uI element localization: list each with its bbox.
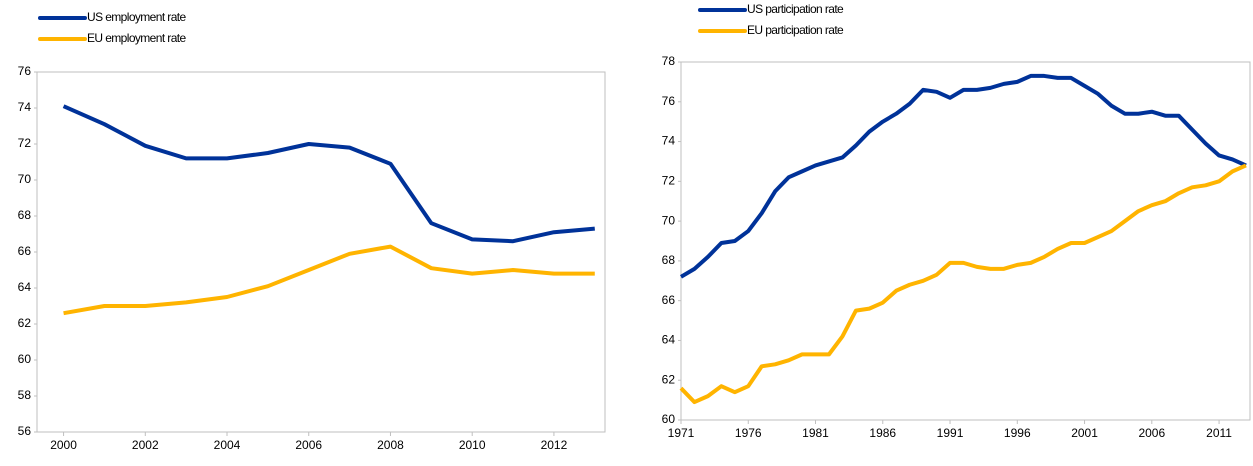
legend-label: EU participation rate [747,23,844,37]
x-tick-label: 1976 [735,426,762,440]
y-tick-label: 70 [18,172,32,186]
x-tick-label: 2006 [295,438,322,452]
y-tick-label: 66 [662,293,676,307]
plot-frame [36,71,606,433]
series-line [679,163,1247,405]
x-tick-label: 2011 [1206,426,1232,440]
x-tick-label: 1996 [1004,426,1031,440]
y-tick-label: 70 [662,213,676,227]
series-line [679,73,1247,279]
x-tick-label: 2002 [132,438,159,452]
y-tick-label: 64 [18,280,32,294]
y-tick-label: 58 [18,388,32,402]
x-tick-label: 1991 [937,426,964,440]
legend-label: US participation rate [747,2,844,16]
chart: 56 58 60 62 64 66 68 70 72 74 76 2000 2002 2004 2006 20… [18,10,606,452]
y-tick-label: 76 [662,94,676,108]
y-tick-label: 60 [18,352,32,366]
y-tick-label: 64 [662,333,676,347]
y-tick-label: 68 [662,253,676,267]
x-tick-label: 1986 [869,426,896,440]
y-tick-label: 56 [18,424,32,438]
x-tick-label: 2004 [214,438,241,452]
x-tick-label: 2006 [1138,426,1165,440]
legend-label: US employment rate [87,10,187,24]
y-tick-label: 72 [18,136,32,150]
y-tick-label: 60 [662,412,676,426]
legend-label: EU employment rate [87,31,187,45]
x-tick-label: 2010 [459,438,486,452]
x-tick-label: 2000 [50,438,77,452]
y-tick-label: 62 [18,316,32,330]
x-tick-label: 1971 [668,426,695,440]
y-tick-label: 74 [18,100,32,114]
y-tick-label: 68 [18,208,32,222]
plot-frame [680,61,1251,421]
x-tick-label: 2012 [541,438,568,452]
y-tick-label: 76 [18,64,32,78]
series-line [63,244,595,316]
chart: 60 62 64 66 68 70 72 74 76 78 1971 1976 1981 1986 1991… [662,2,1251,440]
y-tick-label: 78 [662,54,676,68]
y-tick-label: 74 [662,134,676,148]
x-tick-label: 2008 [377,438,404,452]
y-tick-label: 62 [662,372,676,386]
y-tick-label: 72 [662,174,676,188]
x-tick-label: 1981 [802,426,829,440]
y-tick-label: 66 [18,244,32,258]
x-tick-label: 2001 [1071,426,1098,440]
series-line [62,104,595,244]
